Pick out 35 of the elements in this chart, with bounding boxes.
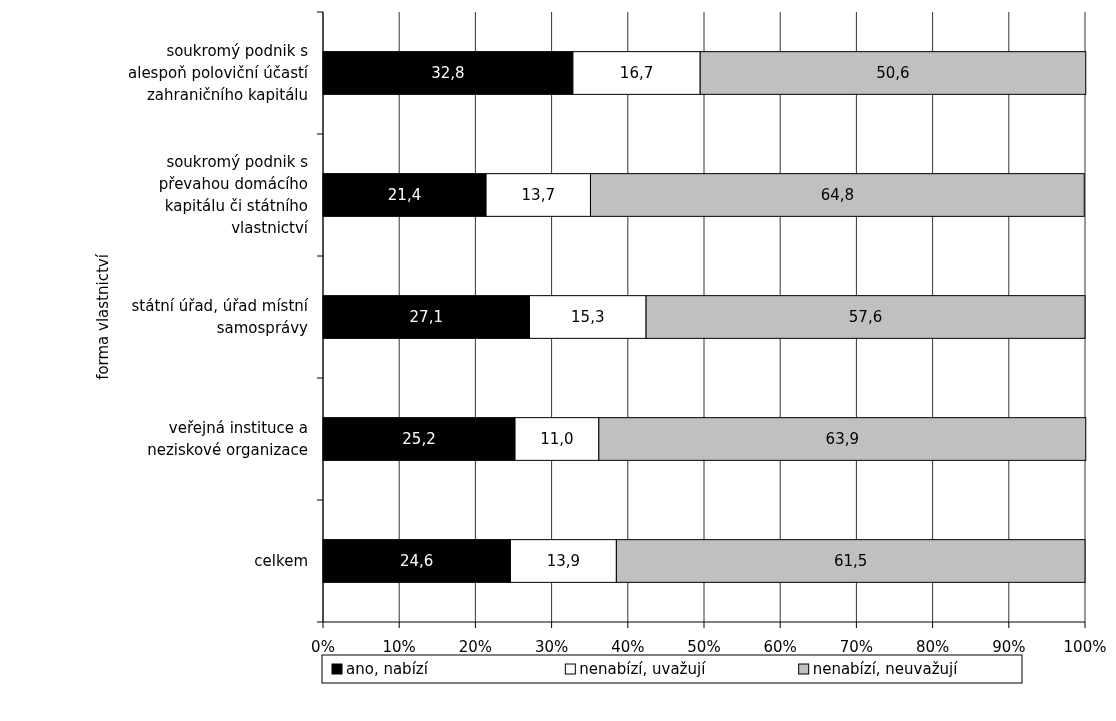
y-tick-label: soukromý podnik s převahou domácího kapitálu či státního vlastnictví	[158, 153, 309, 238]
y-tick-label: státní úřad, úřad místní samosprávy	[131, 297, 309, 338]
data-label: 11,0	[540, 430, 574, 449]
x-tick-label: 0%	[311, 638, 335, 656]
x-tick-label: 10%	[382, 638, 416, 656]
legend-label: nenabízí, uvažují	[579, 660, 707, 679]
data-label: 13,9	[546, 552, 581, 571]
data-label: 61,5	[833, 552, 868, 571]
data-label: 15,3	[571, 308, 605, 327]
data-label: 32,8	[431, 64, 465, 83]
legend-label: nenabízí, neuvažují	[812, 660, 959, 679]
x-tick-label: 40%	[611, 638, 645, 656]
x-tick-label: 30%	[534, 638, 569, 656]
data-label: 25,2	[402, 430, 436, 449]
data-label: 50,6	[876, 64, 910, 83]
x-tick-label: 70%	[839, 638, 874, 656]
legend-label: ano, nabízí	[346, 660, 429, 679]
data-label: 27,1	[409, 308, 443, 327]
x-tick-label: 50%	[687, 638, 721, 656]
data-label: 24,6	[400, 552, 434, 571]
x-tick-label: 80%	[915, 638, 950, 656]
data-label: 13,7	[521, 186, 555, 205]
y-tick-label: celkem	[254, 552, 308, 571]
data-label: 21,4	[387, 186, 422, 205]
x-tick-label: 100%	[1063, 638, 1107, 656]
y-tick-label: soukromý podnik s alespoň poloviční účastí zahraničního kapitálu	[128, 42, 309, 105]
x-tick-label: 60%	[763, 638, 797, 656]
x-tick-label: 90%	[992, 638, 1026, 656]
y-tick-label: veřejná instituce a neziskové organizace	[147, 419, 308, 460]
data-label: 63,9	[825, 430, 860, 449]
data-label: 16,7	[619, 64, 654, 83]
x-tick-label: 20%	[458, 638, 493, 656]
y-axis-title: forma vlastnictví	[94, 253, 112, 380]
data-label: 64,8	[820, 186, 855, 205]
data-label: 57,6	[848, 308, 883, 327]
